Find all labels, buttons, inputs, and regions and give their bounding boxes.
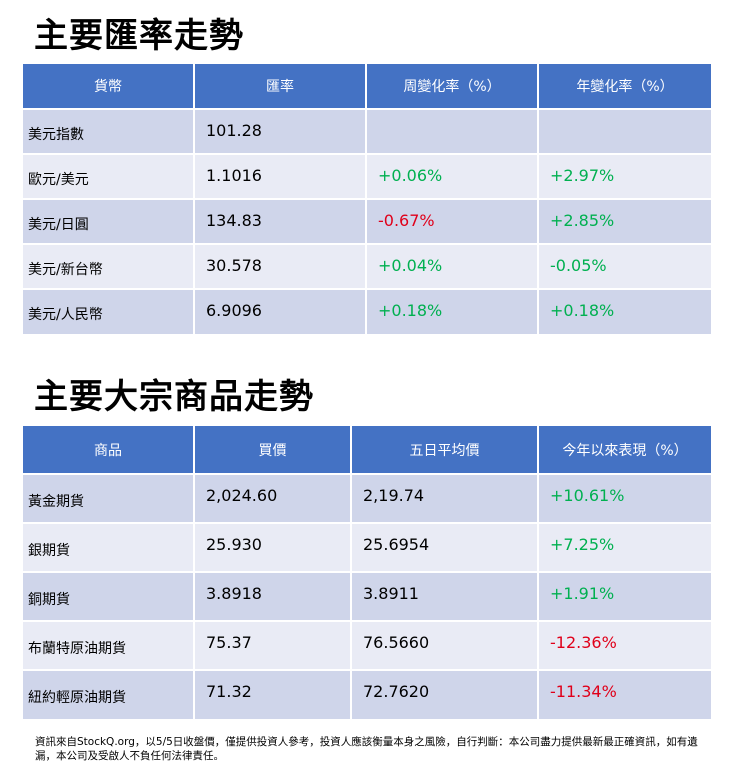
fx-rate: 30.578 bbox=[194, 243, 367, 289]
commodity-ytd: +1.91% bbox=[538, 571, 711, 621]
commodities-header-name: 商品 bbox=[23, 426, 195, 474]
table-row: 美元/新台幣 30.578 +0.04% -0.05% bbox=[23, 243, 711, 289]
fx-currency-name: 歐元/美元 bbox=[23, 153, 195, 199]
commodity-bid: 3.8918 bbox=[194, 571, 352, 621]
fx-header-currency: 貨幣 bbox=[23, 64, 195, 109]
commodity-ytd: +7.25% bbox=[538, 522, 711, 572]
commodity-5day-avg: 76.5660 bbox=[351, 620, 539, 670]
commodity-5day-avg: 3.8911 bbox=[351, 571, 539, 621]
commodity-ytd: +10.61% bbox=[538, 473, 711, 523]
fx-yearly-change bbox=[538, 108, 711, 154]
fx-yearly-change: -0.05% bbox=[538, 243, 711, 289]
commodities-header-5day-avg: 五日平均價 bbox=[351, 426, 539, 474]
commodity-5day-avg: 2,19.74 bbox=[351, 473, 539, 523]
commodity-5day-avg: 72.7620 bbox=[351, 669, 539, 719]
fx-yearly-change: +2.97% bbox=[538, 153, 711, 199]
fx-header-weekly-change: 周變化率（%） bbox=[366, 64, 539, 109]
commodities-header-row: 商品 買價 五日平均價 今年以來表現（%） bbox=[23, 426, 711, 474]
fx-currency-name: 美元/人民幣 bbox=[23, 288, 195, 334]
disclaimer-footnote: 資訊來自StockQ.org，以5/5日收盤價，僅提供投資人參考，投資人應該衡量… bbox=[35, 736, 698, 762]
commodity-name: 銀期貨 bbox=[23, 522, 195, 572]
fx-yearly-change: +0.18% bbox=[538, 288, 711, 334]
commodity-bid: 71.32 bbox=[194, 669, 352, 719]
fx-rate: 101.28 bbox=[194, 108, 367, 154]
commodity-name: 布蘭特原油期貨 bbox=[23, 620, 195, 670]
table-row: 美元/日圓 134.83 -0.67% +2.85% bbox=[23, 198, 711, 244]
commodity-5day-avg: 25.6954 bbox=[351, 522, 539, 572]
commodities-table: 商品 買價 五日平均價 今年以來表現（%） 黃金期貨 2,024.60 2,19… bbox=[23, 426, 711, 719]
fx-yearly-change: +2.85% bbox=[538, 198, 711, 244]
table-row: 歐元/美元 1.1016 +0.06% +2.97% bbox=[23, 153, 711, 199]
commodity-ytd: -11.34% bbox=[538, 669, 711, 719]
table-row: 銅期貨 3.8918 3.8911 +1.91% bbox=[23, 571, 711, 621]
commodity-ytd: -12.36% bbox=[538, 620, 711, 670]
fx-weekly-change bbox=[366, 108, 539, 154]
commodity-name: 黃金期貨 bbox=[23, 473, 195, 523]
fx-header-yearly-change: 年變化率（%） bbox=[538, 64, 711, 109]
fx-currency-name: 美元/新台幣 bbox=[23, 243, 195, 289]
table-row: 布蘭特原油期貨 75.37 76.5660 -12.36% bbox=[23, 620, 711, 670]
fx-weekly-change: +0.18% bbox=[366, 288, 539, 334]
table-row: 紐約輕原油期貨 71.32 72.7620 -11.34% bbox=[23, 669, 711, 719]
fx-currency-name: 美元指數 bbox=[23, 108, 195, 154]
table-row: 黃金期貨 2,024.60 2,19.74 +10.61% bbox=[23, 473, 711, 523]
fx-rate: 6.9096 bbox=[194, 288, 367, 334]
table-row: 美元/人民幣 6.9096 +0.18% +0.18% bbox=[23, 288, 711, 334]
fx-rate: 134.83 bbox=[194, 198, 367, 244]
fx-table: 貨幣 匯率 周變化率（%） 年變化率（%） 美元指數 101.28 歐元/美元 … bbox=[23, 64, 711, 334]
commodity-name: 銅期貨 bbox=[23, 571, 195, 621]
commodity-name: 紐約輕原油期貨 bbox=[23, 669, 195, 719]
fx-currency-name: 美元/日圓 bbox=[23, 198, 195, 244]
fx-weekly-change: +0.06% bbox=[366, 153, 539, 199]
fx-weekly-change: +0.04% bbox=[366, 243, 539, 289]
fx-weekly-change: -0.67% bbox=[366, 198, 539, 244]
commodity-bid: 75.37 bbox=[194, 620, 352, 670]
fx-section-title: 主要匯率走勢 bbox=[34, 16, 244, 56]
commodities-header-ytd: 今年以來表現（%） bbox=[538, 426, 711, 474]
fx-header-row: 貨幣 匯率 周變化率（%） 年變化率（%） bbox=[23, 64, 711, 109]
fx-rate: 1.1016 bbox=[194, 153, 367, 199]
table-row: 銀期貨 25.930 25.6954 +7.25% bbox=[23, 522, 711, 572]
fx-header-rate: 匯率 bbox=[194, 64, 367, 109]
commodity-bid: 25.930 bbox=[194, 522, 352, 572]
table-row: 美元指數 101.28 bbox=[23, 108, 711, 154]
commodity-bid: 2,024.60 bbox=[194, 473, 352, 523]
commodities-header-bid: 買價 bbox=[194, 426, 352, 474]
commodities-section-title: 主要大宗商品走勢 bbox=[34, 377, 314, 417]
